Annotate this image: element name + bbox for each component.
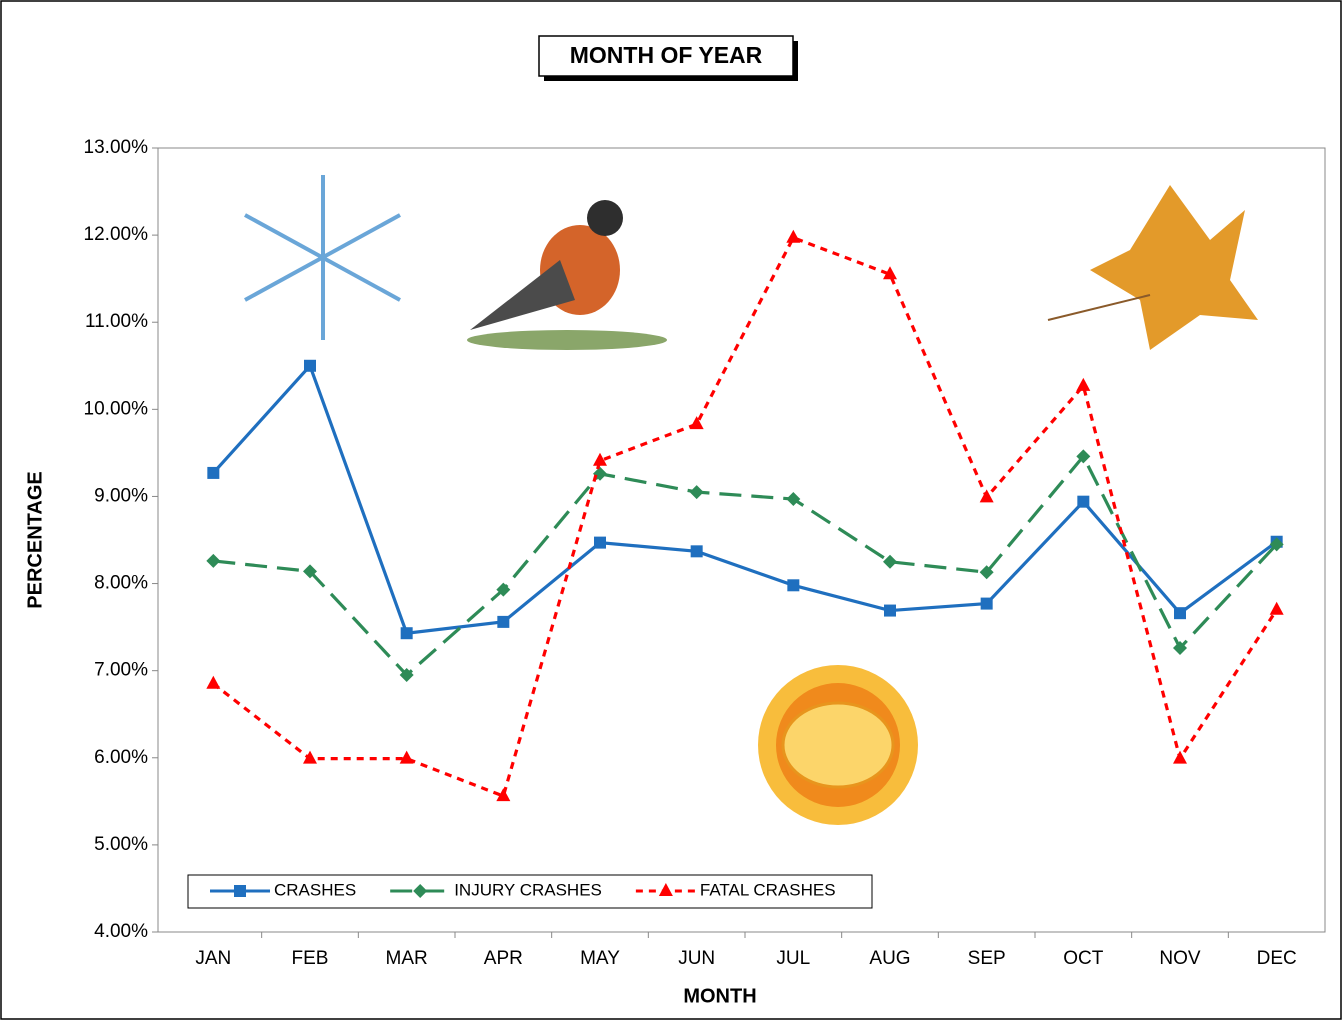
x-tick-label: NOV [1159, 948, 1201, 969]
x-tick-label: APR [484, 948, 523, 969]
y-tick-label: 6.00% [94, 747, 148, 768]
x-axis-label: MONTH [683, 985, 756, 1007]
y-tick-label: 12.00% [84, 224, 149, 245]
y-tick-label: 9.00% [94, 485, 148, 506]
x-tick-label: JUN [678, 948, 715, 969]
point [207, 467, 219, 479]
x-tick-label: OCT [1063, 948, 1104, 969]
y-tick-label: 4.00% [94, 921, 148, 942]
point [234, 885, 246, 897]
point [497, 616, 509, 628]
x-tick-label: FEB [292, 948, 329, 969]
y-tick-label: 8.00% [94, 573, 148, 594]
point [787, 579, 799, 591]
y-tick-label: 11.00% [85, 311, 148, 332]
point [884, 605, 896, 617]
legend-label: INJURY CRASHES [454, 880, 602, 899]
point [401, 627, 413, 639]
point [304, 360, 316, 372]
legend-label: FATAL CRASHES [700, 880, 836, 899]
x-tick-label: MAR [386, 948, 428, 969]
chart-frame [1, 1, 1341, 1019]
point [981, 598, 993, 610]
x-tick-label: SEP [968, 948, 1006, 969]
point [594, 537, 606, 549]
y-tick-label: 10.00% [84, 398, 149, 419]
x-tick-label: JAN [195, 948, 231, 969]
legend: CRASHES INJURY CRASHES FATAL CRASHES [188, 875, 872, 908]
x-tick-label: DEC [1257, 948, 1297, 969]
y-tick-label: 13.00% [84, 137, 149, 158]
legend-label: CRASHES [274, 880, 356, 899]
x-tick-label: MAY [580, 948, 620, 969]
y-tick-label: 5.00% [94, 834, 148, 855]
y-tick-label: 7.00% [94, 660, 148, 681]
x-tick-label: AUG [869, 948, 910, 969]
point [1174, 607, 1186, 619]
chart-title: MONTH OF YEAR [570, 42, 763, 68]
chart: MONTH OF YEAR MONTH PERCENTAGE 4.00% 5.00… [0, 0, 1343, 1021]
point [1077, 496, 1089, 508]
y-axis-label: PERCENTAGE [24, 471, 46, 608]
sun-illustration [758, 665, 918, 825]
point [691, 545, 703, 557]
x-tick-label: JUL [776, 948, 810, 969]
